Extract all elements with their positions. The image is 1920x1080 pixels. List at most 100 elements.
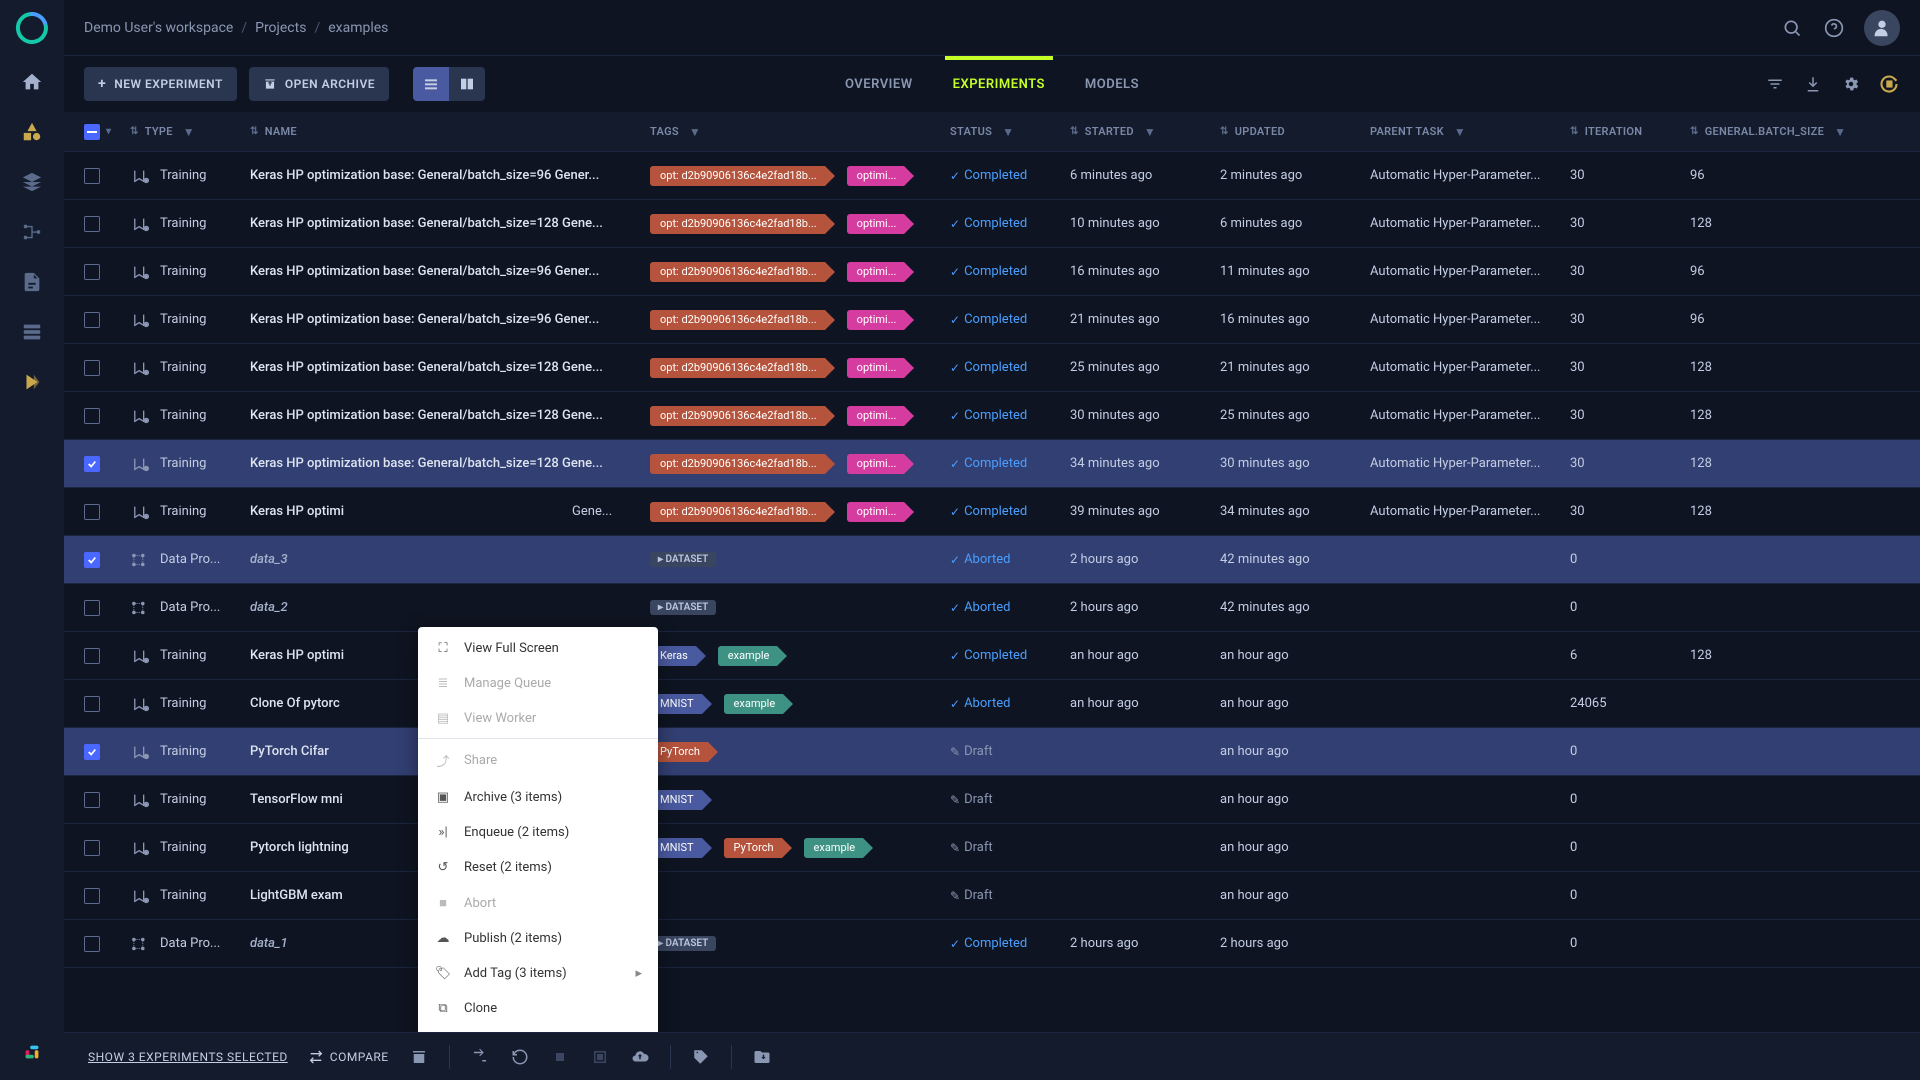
- view-detail-button[interactable]: [449, 67, 485, 101]
- row-checkbox[interactable]: [84, 264, 100, 280]
- row-checkbox[interactable]: [84, 648, 100, 664]
- table-row[interactable]: TrainingLightGBM exam✎Draftan hour ago0: [64, 872, 1920, 920]
- footer-publish-icon[interactable]: [630, 1047, 650, 1067]
- updated-text: an hour ago: [1220, 840, 1289, 855]
- projects-icon[interactable]: [18, 118, 46, 146]
- tab-experiments[interactable]: EXPERIMENTS: [953, 59, 1045, 110]
- tab-models[interactable]: MODELS: [1085, 59, 1139, 110]
- settings-icon[interactable]: [1840, 73, 1862, 95]
- updated-text: 25 minutes ago: [1220, 408, 1310, 423]
- ctx-publish[interactable]: ☁Publish (2 items): [418, 921, 658, 956]
- footer-move-icon[interactable]: [752, 1047, 772, 1067]
- ctx-enqueue[interactable]: »|Enqueue (2 items): [418, 815, 658, 850]
- table-row[interactable]: TrainingKeras HP optimi Gene...opt: d2b9…: [64, 488, 1920, 536]
- ctx-add-tag[interactable]: 🏷Add Tag (3 items)▸: [418, 956, 658, 991]
- breadcrumb-workspace[interactable]: Demo User's workspace: [84, 20, 233, 36]
- row-checkbox[interactable]: [84, 696, 100, 712]
- row-checkbox[interactable]: [84, 840, 100, 856]
- table-row[interactable]: TrainingKeras HP optimization base: Gene…: [64, 392, 1920, 440]
- avatar[interactable]: [1864, 10, 1900, 46]
- row-checkbox[interactable]: [84, 456, 100, 472]
- reports-icon[interactable]: [18, 268, 46, 296]
- pipelines-icon[interactable]: [18, 218, 46, 246]
- logo[interactable]: [14, 10, 50, 46]
- table-row[interactable]: TrainingPytorch lightningMNISTPyTorchexa…: [64, 824, 1920, 872]
- row-checkbox[interactable]: [84, 600, 100, 616]
- ctx-move[interactable]: 📁Move to Project (3 items): [418, 1026, 658, 1032]
- select-all-checkbox[interactable]: [84, 124, 100, 140]
- started-text: 21 minutes ago: [1070, 312, 1160, 327]
- row-checkbox[interactable]: [84, 888, 100, 904]
- view-list-button[interactable]: [413, 67, 449, 101]
- table-row[interactable]: TrainingPyTorch CifarPyTorch✎Draftan hou…: [64, 728, 1920, 776]
- chevron-right-icon: ▸: [635, 966, 642, 981]
- search-icon[interactable]: [1780, 16, 1804, 40]
- table-row[interactable]: TrainingKeras HP optimiKerasexample✓Comp…: [64, 632, 1920, 680]
- tags-cell: MNIST: [650, 790, 950, 810]
- footer-tag-icon[interactable]: [691, 1047, 711, 1067]
- table-row[interactable]: TrainingTensorFlow mniMNIST✎Draftan hour…: [64, 776, 1920, 824]
- footer-reset-icon[interactable]: [510, 1047, 530, 1067]
- play-icon[interactable]: [18, 368, 46, 396]
- filter-status-icon[interactable]: ▼: [1002, 125, 1014, 139]
- footer-enqueue-icon[interactable]: [470, 1047, 490, 1067]
- workers-icon[interactable]: [18, 318, 46, 346]
- filter-icon[interactable]: [1764, 73, 1786, 95]
- ctx-archive[interactable]: ▣Archive (3 items): [418, 780, 658, 815]
- tab-overview[interactable]: OVERVIEW: [845, 59, 913, 110]
- table-row[interactable]: TrainingKeras HP optimization base: Gene…: [64, 248, 1920, 296]
- updated-text: 42 minutes ago: [1220, 552, 1310, 567]
- row-checkbox[interactable]: [84, 504, 100, 520]
- row-checkbox[interactable]: [84, 936, 100, 952]
- filter-batch-icon[interactable]: ▼: [1834, 125, 1846, 139]
- parent-text: Automatic Hyper-Parameter...: [1370, 360, 1540, 375]
- tags-cell: opt: d2b90906136c4e2fad18b...optimi...: [650, 358, 950, 378]
- slack-icon[interactable]: [18, 1038, 46, 1066]
- show-selected-link[interactable]: SHOW 3 EXPERIMENTS SELECTED: [88, 1050, 288, 1064]
- table-row[interactable]: TrainingKeras HP optimization base: Gene…: [64, 440, 1920, 488]
- table-row[interactable]: Data Pro...data_3▸ DATASET✓Aborted2 hour…: [64, 536, 1920, 584]
- tag: PyTorch: [724, 838, 782, 858]
- type-icon: [130, 551, 152, 569]
- compare-button[interactable]: COMPARE: [308, 1049, 389, 1065]
- open-archive-button[interactable]: OPEN ARCHIVE: [249, 67, 389, 101]
- experiment-name: Keras HP optimization base: General/batc…: [250, 360, 603, 375]
- row-checkbox[interactable]: [84, 216, 100, 232]
- filter-tags-icon[interactable]: ▼: [689, 125, 701, 139]
- refresh-icon[interactable]: [1878, 73, 1900, 95]
- home-icon[interactable]: [18, 68, 46, 96]
- ctx-reset[interactable]: ↺Reset (2 items): [418, 850, 658, 885]
- table-row[interactable]: TrainingKeras HP optimization base: Gene…: [64, 152, 1920, 200]
- tag: opt: d2b90906136c4e2fad18b...: [650, 502, 825, 522]
- download-icon[interactable]: [1802, 73, 1824, 95]
- filter-type-icon[interactable]: ▼: [183, 125, 195, 139]
- tag: example: [718, 646, 778, 666]
- row-checkbox[interactable]: [84, 408, 100, 424]
- ctx-clone[interactable]: ⧉Clone: [418, 991, 658, 1026]
- ctx-view-full[interactable]: ⛶View Full Screen: [418, 631, 658, 666]
- batch-text: 96: [1690, 168, 1705, 183]
- table-row[interactable]: TrainingKeras HP optimization base: Gene…: [64, 200, 1920, 248]
- filter-started-icon[interactable]: ▼: [1144, 125, 1156, 139]
- tag: optimi...: [847, 262, 905, 282]
- row-checkbox[interactable]: [84, 312, 100, 328]
- new-experiment-button[interactable]: +NEW EXPERIMENT: [84, 67, 237, 101]
- breadcrumb-current[interactable]: examples: [328, 20, 388, 36]
- type-label: Training: [160, 408, 206, 423]
- table-row[interactable]: Data Pro...data_2▸ DATASET✓Aborted2 hour…: [64, 584, 1920, 632]
- table-row[interactable]: TrainingKeras HP optimization base: Gene…: [64, 296, 1920, 344]
- row-checkbox[interactable]: [84, 360, 100, 376]
- row-checkbox[interactable]: [84, 744, 100, 760]
- filter-parent-icon[interactable]: ▼: [1454, 125, 1466, 139]
- breadcrumb-projects[interactable]: Projects: [255, 20, 306, 36]
- row-checkbox[interactable]: [84, 552, 100, 568]
- help-icon[interactable]: [1822, 16, 1846, 40]
- footer-archive-icon[interactable]: [409, 1047, 429, 1067]
- table-row[interactable]: TrainingKeras HP optimization base: Gene…: [64, 344, 1920, 392]
- table-row[interactable]: TrainingClone Of pytorcMNISTexample✓Abor…: [64, 680, 1920, 728]
- sort-dropdown-icon[interactable]: ▾: [106, 126, 111, 137]
- datasets-icon[interactable]: [18, 168, 46, 196]
- table-row[interactable]: Data Pro...data_1▸ DATASET✓Completed2 ho…: [64, 920, 1920, 968]
- row-checkbox[interactable]: [84, 168, 100, 184]
- row-checkbox[interactable]: [84, 792, 100, 808]
